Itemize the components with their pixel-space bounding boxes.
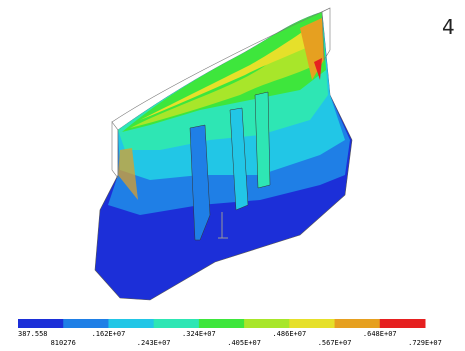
legend-swatch bbox=[18, 319, 64, 328]
legend-swatch bbox=[199, 319, 245, 328]
legend-swatch bbox=[63, 319, 109, 328]
legend-swatch bbox=[108, 319, 154, 328]
viewport: 4 387.558810276 .162E+07 .243E+07 .324E+07.… bbox=[0, 0, 465, 351]
legend-label: .243E+07 bbox=[137, 339, 171, 347]
legend-label: .486E+07 bbox=[272, 330, 306, 338]
legend-swatch bbox=[244, 319, 290, 328]
legend-swatch bbox=[154, 319, 200, 328]
fea-model bbox=[95, 8, 352, 300]
legend-label: .648E+07 bbox=[363, 330, 397, 338]
legend-swatch bbox=[380, 319, 426, 328]
legend-label: .729E+07 bbox=[408, 339, 442, 347]
legend-label: .162E+07 bbox=[92, 330, 126, 338]
legend-swatch bbox=[335, 319, 381, 328]
window-number: 4 bbox=[442, 15, 455, 39]
legend-label: 810276 bbox=[51, 339, 76, 347]
legend-label: 387.558 bbox=[18, 330, 48, 338]
legend-label: .567E+07 bbox=[318, 339, 352, 347]
legend-label: .324E+07 bbox=[182, 330, 216, 338]
screen: 4 387.558810276 .162E+07 .243E+07 .324E+07.… bbox=[0, 0, 465, 351]
legend-swatch bbox=[289, 319, 335, 328]
legend-label: .405E+07 bbox=[227, 339, 261, 347]
